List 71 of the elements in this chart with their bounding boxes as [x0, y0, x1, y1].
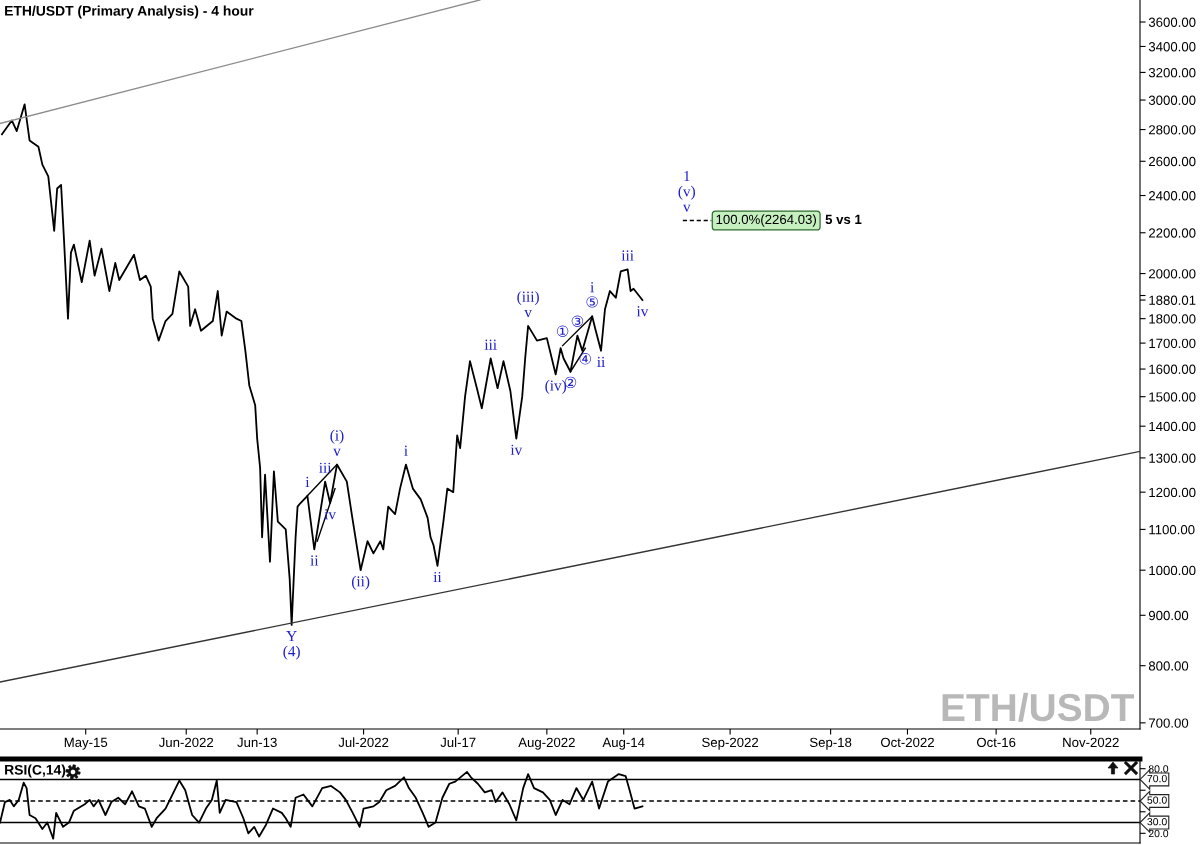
x-tick-label: Sep-2022 [702, 737, 759, 750]
y-tick-label: 1000.00 [1149, 565, 1196, 576]
annotation: v [682, 204, 691, 212]
x-tick-label: Jun-13 [237, 737, 277, 748]
x-tick-label: Sep-18 [809, 737, 852, 750]
y-tick-label: 2200.00 [1149, 228, 1196, 238]
annotation: ETH/USDT [942, 692, 1135, 722]
y-tick-label: 3400.00 [1148, 42, 1196, 52]
text: 5 vs 1 [825, 214, 862, 225]
y-tick-label: 1400.00 [1149, 421, 1196, 432]
annotation: (iii) [517, 291, 539, 305]
y-tick-label: 2600.00 [1149, 156, 1196, 167]
x-tick-label: Jun-2022 [158, 737, 214, 748]
annotation: ii [597, 356, 605, 367]
annotation: ii [433, 572, 442, 583]
x-tick-label: Oct-16 [976, 737, 1016, 748]
x-tick-label: Aug-2022 [518, 737, 575, 750]
y-tick-label: 2400.00 [1149, 191, 1196, 201]
y-tick-label: 20.0 [1148, 829, 1169, 838]
y-tick-label: 3000.00 [1148, 95, 1196, 105]
annotation: iii [484, 339, 497, 350]
y-tick-label: 1100.00 [1149, 524, 1195, 535]
ref-line-label: 30.0 [1147, 817, 1167, 826]
annotation: (ii) [351, 575, 370, 590]
annotation: ① [556, 325, 569, 337]
y-tick-label: 80.0 [1148, 765, 1169, 773]
annotation: i [590, 282, 594, 293]
ref-line-label: 50.0 [1147, 796, 1167, 804]
x-tick-label: Nov-2022 [1063, 737, 1119, 748]
ref-line-label: 70.0 [1147, 774, 1167, 783]
annotation: i [305, 476, 310, 487]
annotation: v [333, 448, 341, 456]
annotation: i [404, 445, 408, 456]
data-label: 100.0%(2264.03) [716, 214, 816, 227]
annotation: (4) [283, 645, 300, 660]
annotation: iv [510, 444, 523, 455]
x-tick-label: Jul-2022 [338, 737, 389, 748]
chart-title: RSI(C,14) [5, 764, 66, 778]
annotation: (v) [678, 185, 695, 200]
y-tick-label: 700.00 [1149, 718, 1189, 728]
y-tick-label: 1200.00 [1149, 487, 1196, 498]
x-tick-label: Aug-14 [602, 737, 645, 750]
y-tick-label: 1800.00 [1149, 314, 1196, 324]
annotation: iii [319, 462, 332, 473]
annotation: iv [636, 306, 649, 317]
annotation: ② [564, 376, 577, 389]
x-tick-label: May-15 [64, 737, 108, 750]
y-tick-label: 1600.00 [1149, 364, 1196, 374]
y-tick-label: 2800.00 [1149, 125, 1196, 135]
annotation: (i) [330, 429, 344, 444]
y-tick-label: 1880.01 [1149, 295, 1196, 305]
x-tick-label: Jul-17 [440, 737, 476, 748]
y-tick-label: 1300.00 [1149, 453, 1196, 463]
y-tick-label: 1500.00 [1149, 392, 1196, 402]
y-tick-label: 3200.00 [1148, 67, 1196, 78]
annotation: iii [621, 250, 634, 261]
annotation: ii [310, 555, 319, 566]
y-tick-label: 800.00 [1148, 661, 1189, 671]
annotation: ③ [571, 315, 584, 327]
annotation: v [524, 310, 532, 318]
chart-title: ETH/USDT (Primary Analysis) - 4 hour [5, 5, 254, 19]
x-tick-label: Oct-2022 [880, 737, 934, 748]
y-tick-label: 3600.00 [1148, 17, 1196, 27]
y-tick-label: 1700.00 [1149, 338, 1196, 349]
annotation: (iv) [545, 380, 567, 394]
y-tick-label: 900.00 [1148, 610, 1189, 621]
annotation: Y [286, 631, 297, 642]
annotation: ④ [579, 353, 591, 365]
annotation: 1 [684, 171, 690, 182]
y-tick-label: 2000.00 [1149, 269, 1196, 279]
annotation: ⑤ [586, 296, 598, 308]
